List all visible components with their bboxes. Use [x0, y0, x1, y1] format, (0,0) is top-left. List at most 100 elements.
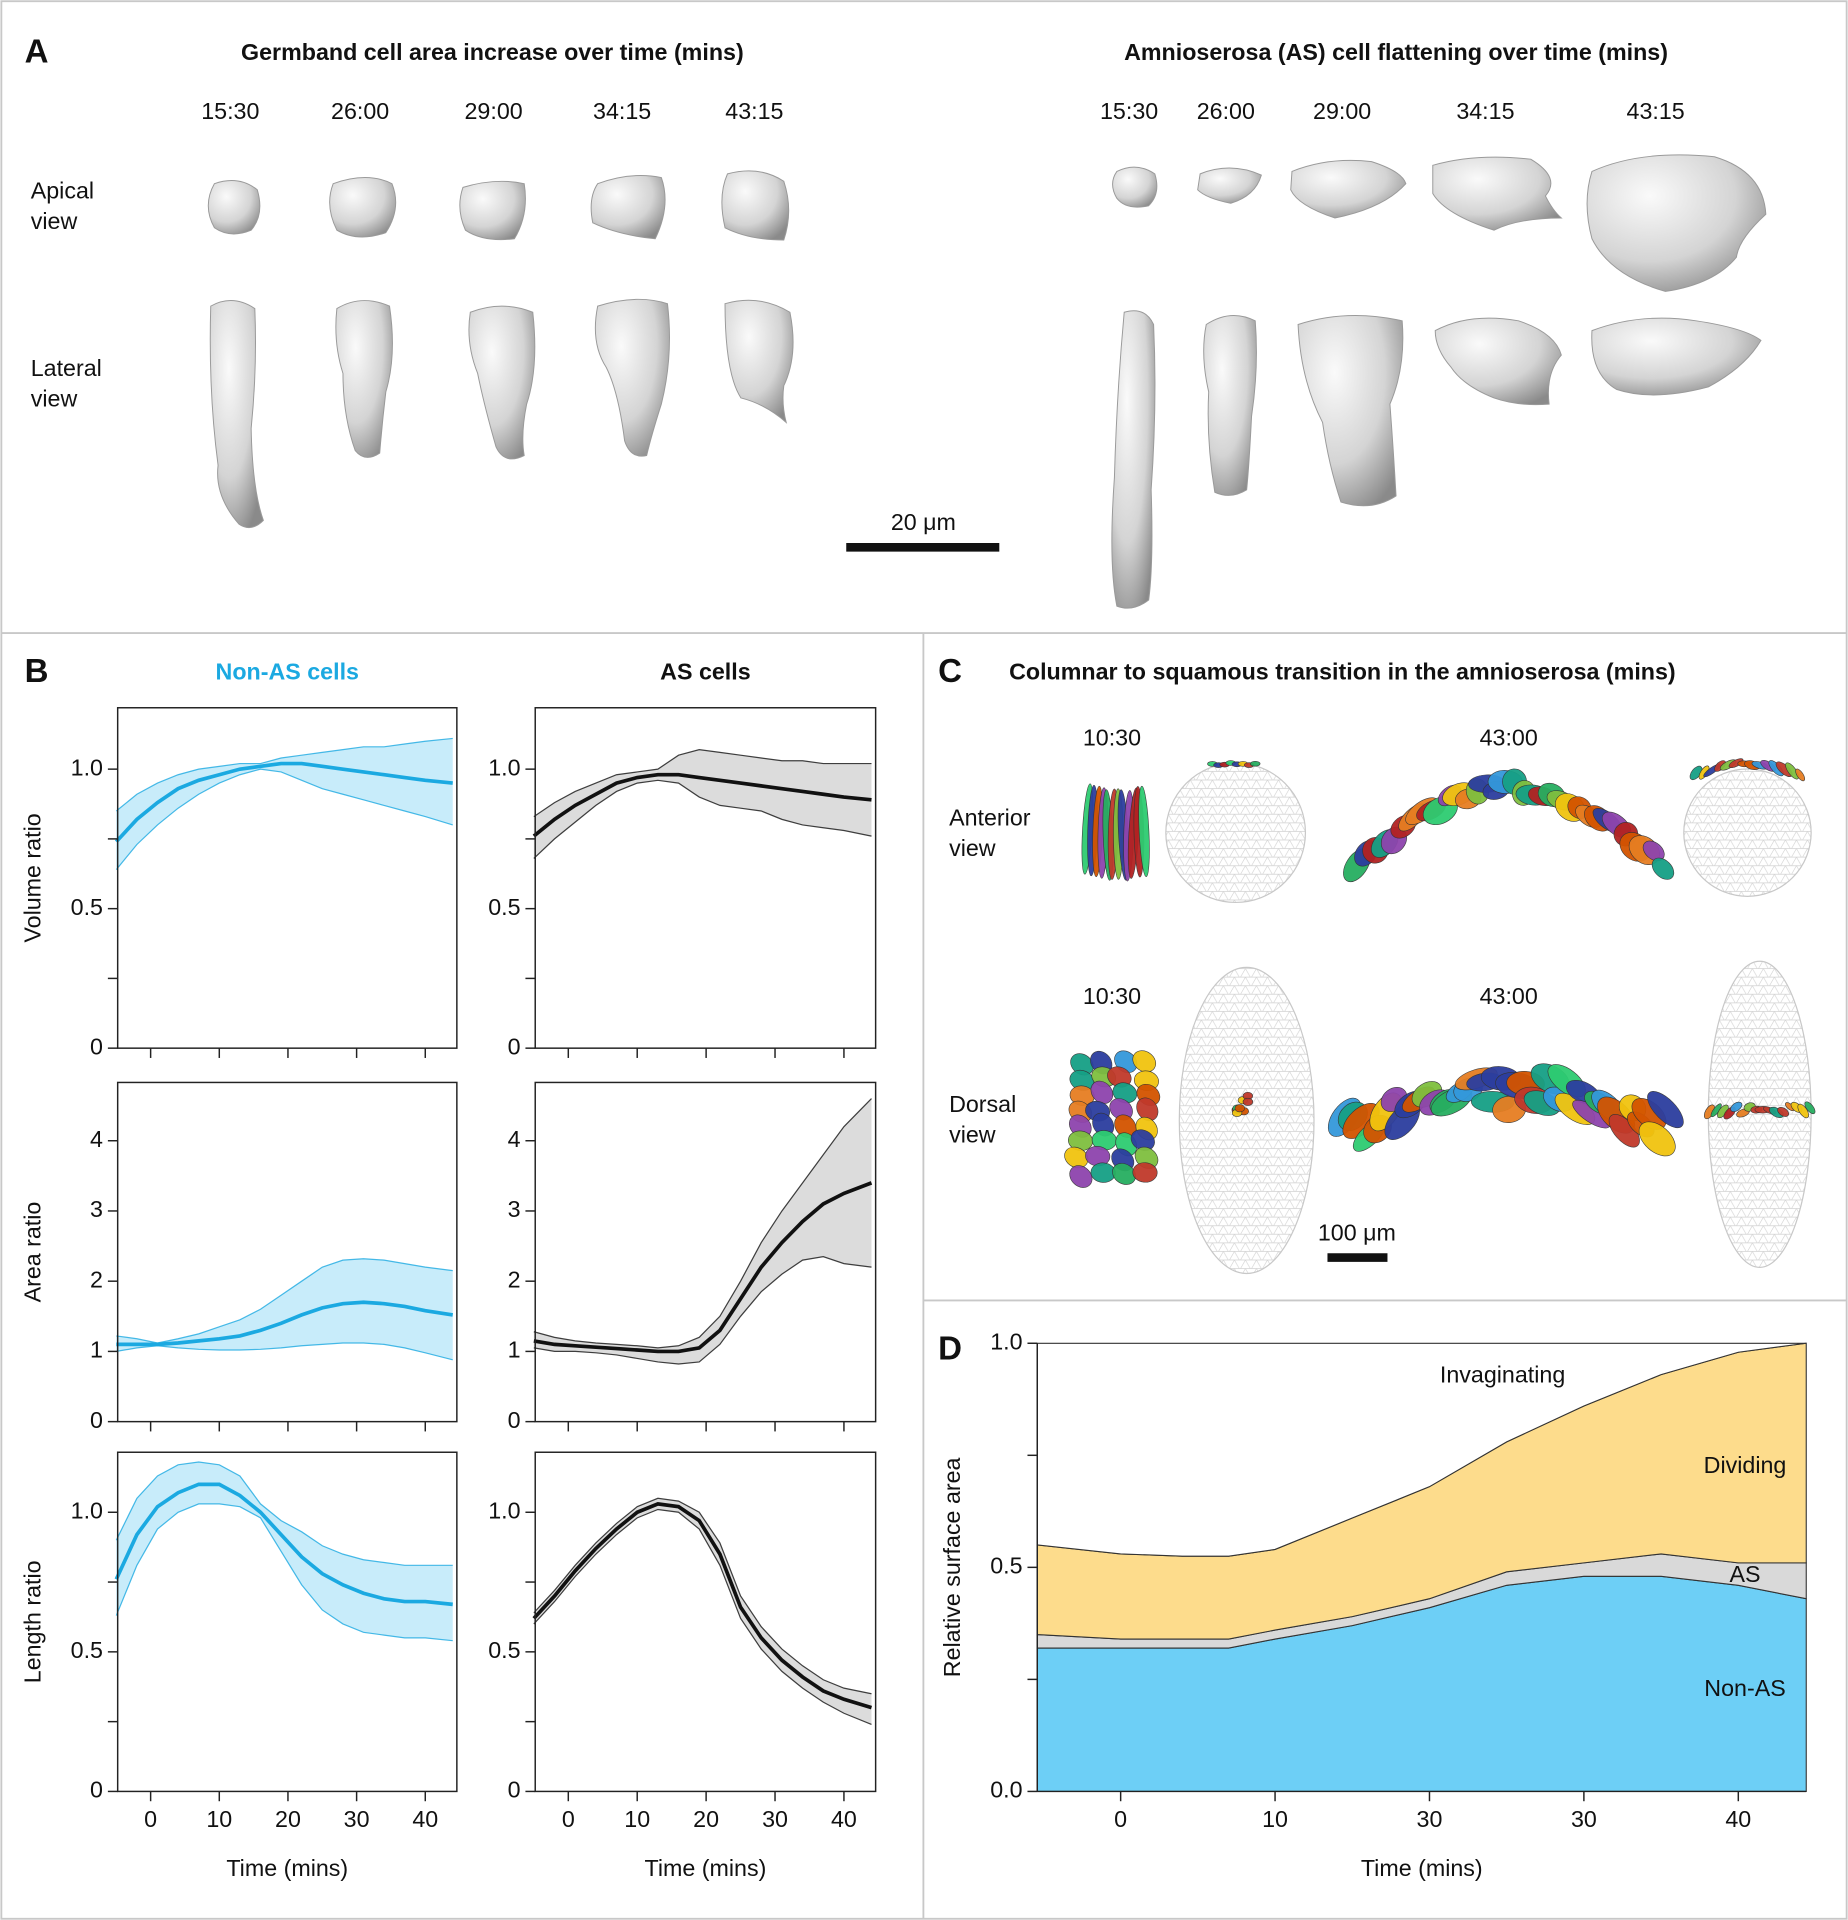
cell [1234, 1104, 1246, 1113]
x-tick-label: 40 [831, 1806, 857, 1832]
confidence-band [533, 1498, 872, 1725]
time-label: 43:00 [1480, 725, 1538, 751]
x-tick-label: 40 [1725, 1806, 1751, 1832]
panel-title: Amnioserosa (AS) cell flattening over ti… [1124, 39, 1668, 65]
band-upper [533, 748, 872, 818]
time-label: 26:00 [331, 98, 389, 124]
cell [1804, 1101, 1816, 1115]
cell-renderings [207, 154, 1767, 609]
time-label: 29:00 [1313, 98, 1371, 124]
x-tick-label: 10 [206, 1806, 232, 1832]
band-upper [115, 1461, 453, 1566]
y-tick-label: 2 [508, 1266, 521, 1292]
y-tick-label: 1 [90, 1337, 103, 1363]
cell [1109, 1098, 1133, 1121]
band-upper [533, 1098, 872, 1349]
cell [1138, 785, 1150, 877]
cell [1777, 1106, 1790, 1117]
time-label: 15:30 [1100, 98, 1158, 124]
y-axis-label: Length ratio [20, 1560, 46, 1683]
x-tick-label: 40 [412, 1806, 438, 1832]
cell [1090, 1080, 1114, 1104]
x-tick-label: 20 [275, 1806, 301, 1832]
row-label: Lateral [31, 355, 102, 381]
x-axis-label: Time (mins) [645, 1855, 767, 1881]
confidence-band [116, 1258, 453, 1360]
embryo-outlines [1165, 762, 1812, 1275]
y-tick-label: 0.5 [71, 894, 103, 920]
area-label: Non-AS [1704, 1675, 1785, 1701]
row-label: view [31, 208, 78, 234]
chart-title: AS cells [660, 659, 750, 685]
y-tick-label: 3 [508, 1196, 521, 1222]
y-axis-label: Relative surface area [939, 1457, 965, 1677]
time-label: 10:30 [1083, 983, 1141, 1009]
cell [1785, 762, 1800, 780]
y-axis-label: Area ratio [20, 1202, 46, 1303]
segmented-cells [1064, 758, 1816, 1188]
time-label: 10:30 [1083, 725, 1141, 751]
y-tick-label: 0 [508, 1033, 521, 1059]
area-label: Dividing [1704, 1452, 1787, 1478]
band-lower [115, 768, 453, 870]
y-tick-label: 1.0 [71, 1497, 103, 1523]
mean-line [532, 1502, 873, 1710]
stacked-area [1036, 1342, 1807, 1557]
row-label: view [949, 1121, 996, 1147]
x-tick-label: 20 [693, 1806, 719, 1832]
row-label: view [31, 386, 78, 412]
x-tick-label: 30 [1571, 1806, 1597, 1832]
cell [1795, 768, 1806, 782]
y-tick-label: 0 [90, 1407, 103, 1433]
band-upper [115, 737, 453, 812]
band-lower [533, 779, 872, 859]
band-lower [533, 1255, 872, 1365]
y-tick-label: 1.0 [488, 1497, 520, 1523]
row-label: Dorsal [949, 1091, 1016, 1117]
plot-frame [116, 707, 458, 1049]
x-tick-label: 30 [762, 1806, 788, 1832]
scale-bar-label: 20 μm [891, 509, 956, 535]
y-tick-label: 0.5 [488, 894, 520, 920]
mean-line [533, 1181, 873, 1354]
x-tick-label: 10 [624, 1806, 650, 1832]
y-tick-label: 0.0 [990, 1777, 1022, 1803]
plot-frame [534, 707, 877, 1049]
confidence-band [116, 1462, 453, 1641]
panel-letter: B [25, 653, 49, 690]
panel-letter: A [25, 34, 49, 71]
cell [1132, 1050, 1157, 1073]
y-tick-label: 0.5 [488, 1637, 520, 1663]
y-tick-label: 1.0 [990, 1328, 1022, 1354]
area-label: Invaginating [1440, 1361, 1565, 1387]
cell [1250, 760, 1261, 767]
scale-bar-label: 100 μm [1318, 1219, 1396, 1245]
y-tick-label: 0 [90, 1777, 103, 1803]
y-tick-label: 4 [90, 1126, 103, 1152]
mean-line [532, 772, 872, 838]
y-tick-label: 4 [508, 1126, 521, 1152]
x-axis-label: Time (mins) [226, 1855, 348, 1881]
x-tick-label: 0 [1114, 1806, 1127, 1832]
cell [1730, 1101, 1743, 1113]
y-tick-label: 1.0 [71, 754, 103, 780]
cell [1242, 1097, 1254, 1106]
cell [1651, 857, 1675, 880]
mean-line [114, 1482, 453, 1607]
time-label: 43:00 [1480, 983, 1538, 1009]
cell [1728, 758, 1744, 769]
chart-title: Non-AS cells [216, 659, 359, 685]
panel-title: Germband cell area increase over time (m… [241, 39, 744, 65]
y-tick-label: 0 [90, 1033, 103, 1059]
band-upper [116, 1258, 453, 1344]
panel-title: Columnar to squamous transition in the a… [1009, 659, 1676, 685]
x-tick-label: 10 [1262, 1806, 1288, 1832]
area-label: AS [1730, 1561, 1761, 1587]
y-tick-label: 0.5 [990, 1552, 1022, 1578]
y-tick-label: 2 [90, 1266, 103, 1292]
y-tick-label: 0 [508, 1407, 521, 1433]
plot-frame [534, 1451, 877, 1793]
